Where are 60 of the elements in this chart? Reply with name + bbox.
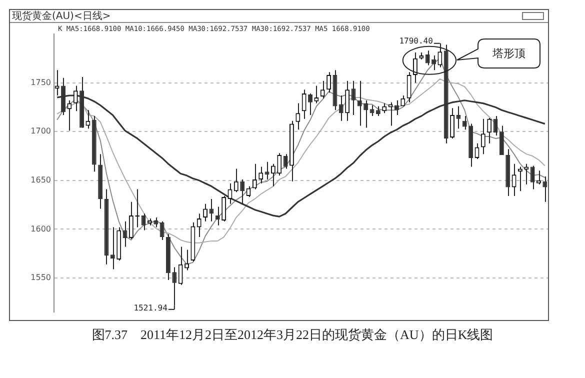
candlestick [462,115,467,130]
candlestick [382,102,387,114]
candlestick [518,166,522,192]
y-tick-label: 1750 [30,78,51,87]
annotation: 1790.40 [399,36,434,46]
candlestick [345,80,350,122]
candlestick [432,54,436,71]
y-tick-label: 1600 [30,224,51,234]
y-tick-label: 1550 [30,273,51,282]
candlestick [425,50,430,66]
candlestick [542,176,548,202]
candlestick [270,163,276,187]
candlestick [252,163,257,190]
candlestick [357,80,362,126]
candlestick [376,106,380,116]
candlestick [450,108,455,139]
candlestick [178,246,183,286]
candlestick [184,249,189,271]
annotation: 塔形顶 [491,46,526,62]
candlestick [160,220,164,240]
candlestick [234,168,238,193]
candlestick [326,72,332,94]
candlestick [240,178,245,204]
candlestick [487,117,492,144]
candlestick [154,217,158,228]
y-tick-label: 1650 [30,176,51,184]
chart-title: 现货黄金(AU)<日线> [10,10,548,23]
candlestick [499,125,504,156]
candlestick [264,161,270,180]
candlestick [135,188,140,228]
candlestick [480,118,486,155]
candlestick [203,203,208,222]
caption: 图7.37 2011年12月2日至2012年3月22日的现货黄金（AU）的日K线图 [90,326,494,344]
candlestick [530,165,535,190]
candlestick [209,198,214,222]
candlestick [302,89,306,120]
candlestick [128,201,134,240]
candlestick [364,100,368,128]
candlestick [338,94,344,122]
candlestick [67,100,72,132]
y-tick-label: 1700 [30,126,51,136]
candlestick [54,70,60,96]
candlestick [512,163,516,197]
candlestick [222,196,226,222]
candlestick [196,213,202,238]
candlestick [296,102,300,130]
candlestick [141,213,146,231]
candlestick [215,206,220,226]
candlestick [110,226,115,270]
candlestick [456,106,461,130]
candlestick [314,85,319,104]
candlestick [258,166,264,184]
candlestick [283,154,288,170]
candlestick [73,85,78,112]
candlestick [308,93,312,116]
annotation: 1521.94 [134,304,168,313]
candlestick [277,152,282,176]
candlestick [320,80,325,99]
candlestick [536,170,541,185]
candlestick [86,110,90,130]
